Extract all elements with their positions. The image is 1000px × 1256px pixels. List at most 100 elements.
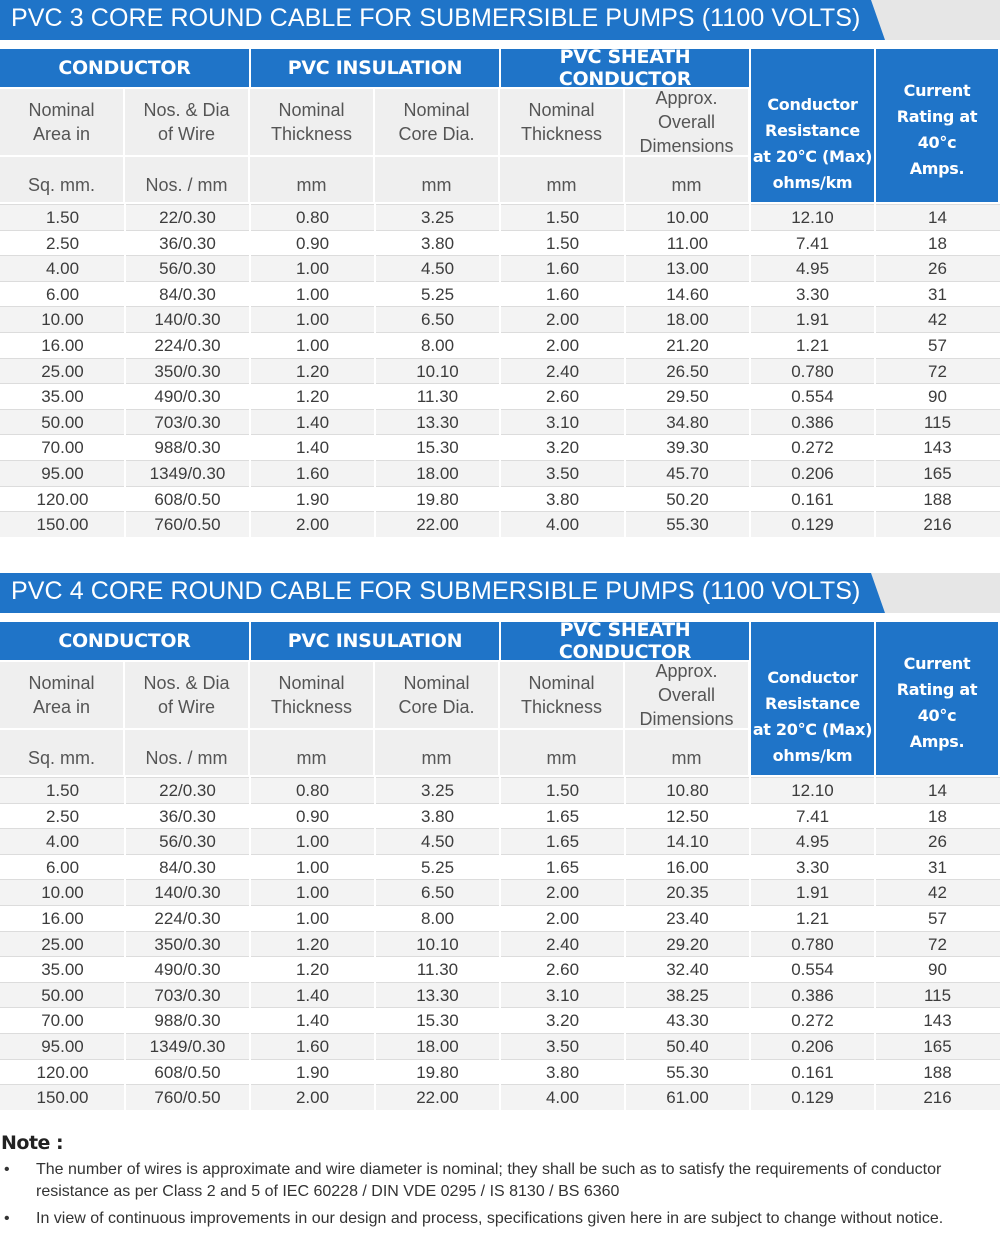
note-item: • The number of wires is approximate and… xyxy=(0,1159,990,1203)
table-cell: 120.00 xyxy=(36,489,89,509)
table-cell: 0.206 xyxy=(791,1037,834,1056)
header-line: Conductor xyxy=(767,668,858,687)
table-section-3-core: PVC 3 CORE ROUND CABLE FOR SUBMERSIBLE P… xyxy=(0,0,1000,537)
table-cell: 703/0.30 xyxy=(154,985,221,1005)
table-cell: 988/0.30 xyxy=(154,1011,221,1031)
table-cell: 1.20 xyxy=(295,387,330,407)
table-cell: 2.40 xyxy=(545,934,580,954)
table-title-bar: PVC 4 CORE ROUND CABLE FOR SUBMERSIBLE P… xyxy=(0,573,1000,613)
table-cell: 3.10 xyxy=(545,985,580,1005)
header-line: Thickness xyxy=(520,124,603,144)
table-cell: 2.60 xyxy=(545,387,580,407)
header-line: Nos. & Dia xyxy=(143,673,230,693)
table-cell: 0.554 xyxy=(791,960,834,980)
table-cell: 1.00 xyxy=(295,310,330,330)
header-line: at 20°C (Max) xyxy=(752,147,873,166)
table-cell: 6.50 xyxy=(420,310,455,330)
table-cell: 1349/0.30 xyxy=(149,1037,226,1056)
table-cell: 0.161 xyxy=(791,489,834,509)
table-cell: 70.00 xyxy=(41,1011,84,1031)
table-cell: 3.20 xyxy=(545,1011,580,1031)
table-cell: 3.50 xyxy=(545,1037,580,1056)
table-cell: 26 xyxy=(928,832,947,852)
table-cell: 490/0.30 xyxy=(154,960,221,980)
table-cell: 10.00 xyxy=(41,310,84,330)
note-text: The number of wires is approximate and w… xyxy=(36,1161,942,1200)
table-cell: 216 xyxy=(923,1088,952,1108)
table-cell: 45.70 xyxy=(666,464,709,483)
table-cell: 22/0.30 xyxy=(159,208,216,227)
group-header-pvc-sheath: PVC SHEATH CONDUCTOR xyxy=(501,619,749,663)
table-cell: 19.80 xyxy=(416,1062,459,1082)
table-cell: 188 xyxy=(923,489,952,509)
header-line: Approx. xyxy=(655,88,718,108)
table-cell: 36/0.30 xyxy=(159,233,216,253)
column-unit: mm xyxy=(375,730,498,775)
table-cell: 8.00 xyxy=(420,909,455,928)
table-cell: 43.30 xyxy=(666,1011,709,1031)
table-cell: 0.129 xyxy=(791,515,834,535)
table-title: PVC 4 CORE ROUND CABLE FOR SUBMERSIBLE P… xyxy=(11,577,861,605)
table-cell: 14.60 xyxy=(666,284,709,304)
table-cell: 29.50 xyxy=(666,387,709,407)
note-text: In view of continuous improvements in ou… xyxy=(36,1210,944,1227)
table-cell: 1.50 xyxy=(545,781,580,800)
header-current-rating: Current Rating at 40°c Amps. xyxy=(876,622,998,775)
table-cell: 1.40 xyxy=(295,438,330,458)
table-cell: 25.00 xyxy=(41,361,84,381)
table-cell: 11.30 xyxy=(416,960,459,980)
table-cell: 0.206 xyxy=(791,464,834,483)
table-cell: 224/0.30 xyxy=(154,909,221,928)
column-unit: mm xyxy=(250,730,373,775)
header-line: Nos. & Dia xyxy=(143,100,230,120)
table-cell: 1.50 xyxy=(45,781,80,800)
table-cell: 1.91 xyxy=(795,310,830,330)
table-cell: 31 xyxy=(928,284,947,304)
column-unit: Nos. / mm xyxy=(125,730,248,775)
table-cell: 1.00 xyxy=(295,909,330,928)
table-cell: 26.50 xyxy=(666,361,709,381)
table-cell: 61.00 xyxy=(666,1088,709,1108)
table-cell: 0.272 xyxy=(791,1011,834,1031)
column-header: Nominal Thickness xyxy=(500,662,623,728)
header-line: Current xyxy=(903,654,971,673)
table-cell: 0.554 xyxy=(791,387,834,407)
table-cell: 3.80 xyxy=(420,233,455,253)
notes-section: Note : • The number of wires is approxim… xyxy=(0,1132,1000,1230)
table-cell: 14 xyxy=(928,781,947,800)
table-cell: 4.50 xyxy=(420,259,455,279)
table-cell: 23.40 xyxy=(666,909,709,928)
table-cell: 5.25 xyxy=(420,857,455,877)
table-cell: 10.00 xyxy=(41,883,84,903)
header-line: Thickness xyxy=(270,124,353,144)
table-cell: 1.00 xyxy=(295,857,330,877)
table-cell: 1.50 xyxy=(545,233,580,253)
table-cell: 3.20 xyxy=(545,438,580,458)
column-header: Nos. & Dia of Wire xyxy=(125,89,248,155)
header-line: Overall xyxy=(657,685,715,705)
table-cell: 34.80 xyxy=(666,412,709,432)
table-cell: 165 xyxy=(923,1037,952,1056)
table-cell: 2.00 xyxy=(545,909,580,928)
column-unit: mm xyxy=(375,157,498,202)
group-header-conductor: CONDUCTOR xyxy=(0,49,249,87)
bullet-icon: • xyxy=(4,1161,10,1178)
table-cell: 4.00 xyxy=(45,832,80,852)
table-cell: 20.35 xyxy=(666,883,709,903)
table-cell: 120.00 xyxy=(36,1062,89,1082)
group-header-pvc-sheath: PVC SHEATH CONDUCTOR xyxy=(501,46,749,90)
column-divider xyxy=(124,777,126,1110)
column-divider xyxy=(874,204,876,537)
table-cell: 0.272 xyxy=(791,438,834,458)
table-cell: 1.60 xyxy=(545,284,580,304)
column-header: Nominal Core Dia. xyxy=(375,662,498,728)
header-line: ohms/km xyxy=(772,173,853,192)
table-cell: 22.00 xyxy=(416,515,459,535)
table-cell: 0.161 xyxy=(791,1062,834,1082)
title-bar-background xyxy=(0,0,885,40)
header-line: Core Dia. xyxy=(398,124,475,144)
table-cell: 3.50 xyxy=(545,464,580,483)
table-cell: 2.60 xyxy=(545,960,580,980)
group-header-pvc-insulation: PVC INSULATION xyxy=(251,49,499,87)
header-line: Approx. xyxy=(655,661,718,681)
